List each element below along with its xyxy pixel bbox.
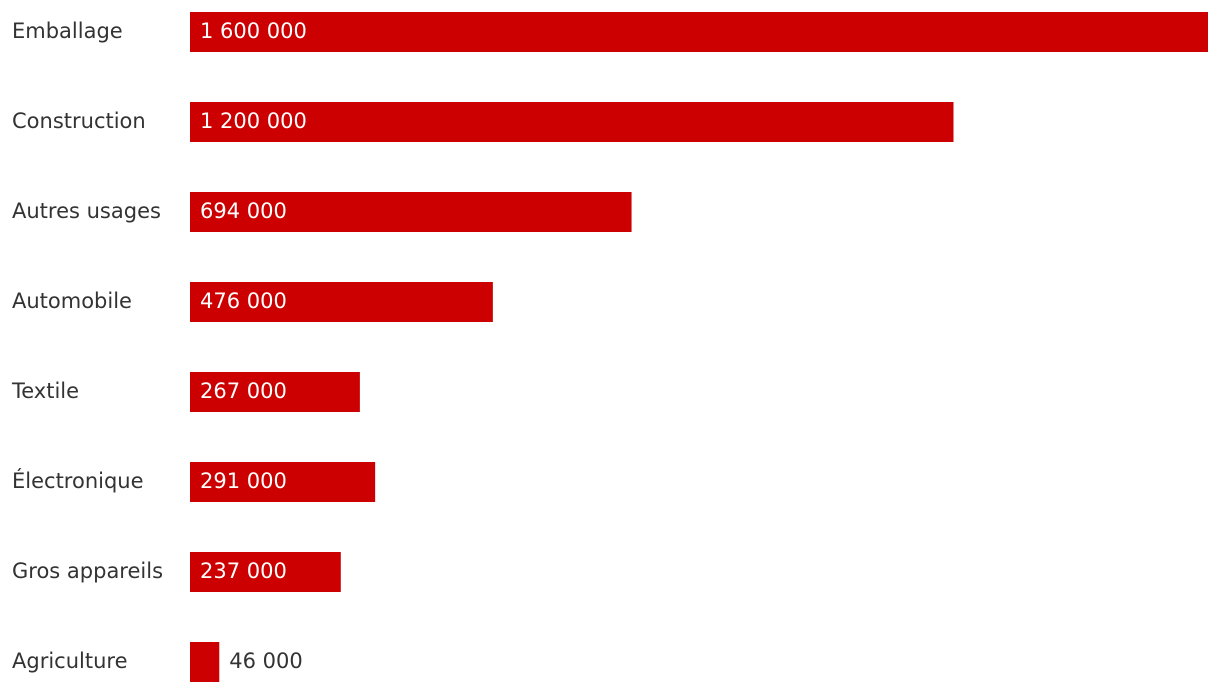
bar	[190, 372, 360, 412]
bar	[190, 282, 493, 322]
value-label: 1 200 000	[200, 109, 307, 133]
category-label: Agriculture	[12, 649, 128, 673]
category-label: Autres usages	[12, 199, 161, 223]
bar	[190, 642, 220, 682]
bar	[190, 102, 954, 142]
value-label: 476 000	[200, 289, 287, 313]
bar	[190, 192, 632, 232]
category-label: Électronique	[12, 468, 144, 493]
value-label: 237 000	[200, 559, 287, 583]
value-label: 694 000	[200, 199, 287, 223]
category-label: Textile	[11, 379, 79, 403]
category-label: Automobile	[12, 289, 132, 313]
value-label: 291 000	[200, 469, 287, 493]
bar	[190, 12, 1208, 52]
category-label: Construction	[12, 109, 146, 133]
value-label: 46 000	[229, 649, 302, 673]
bar	[190, 462, 376, 502]
value-label: 1 600 000	[200, 19, 307, 43]
value-label: 267 000	[200, 379, 287, 403]
category-label: Emballage	[12, 19, 123, 43]
category-label: Gros appareils	[12, 559, 163, 583]
bar	[190, 552, 341, 592]
